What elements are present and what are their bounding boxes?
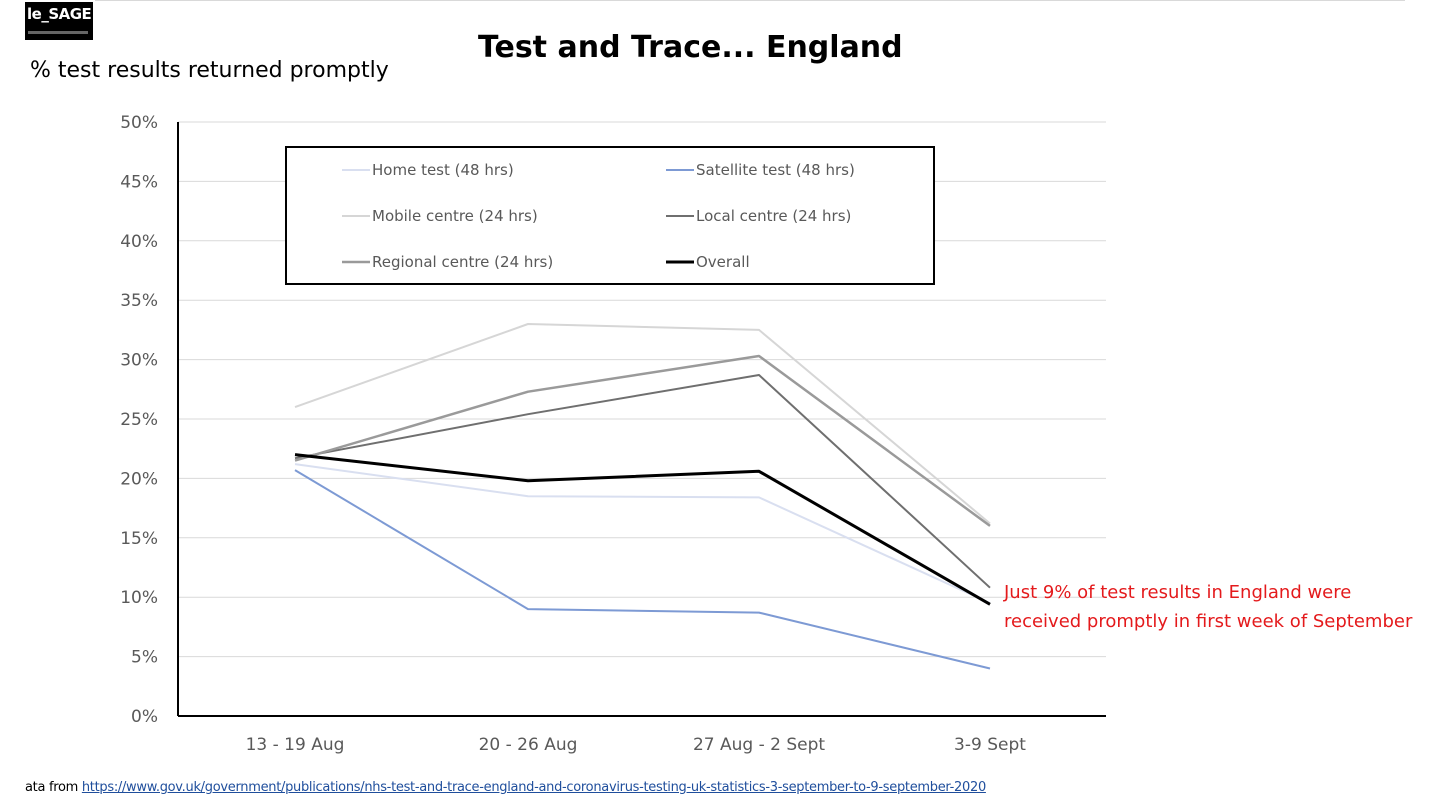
annotation: Just 9% of test results in England were … [1003,582,1413,632]
annotation-line-1: Just 9% of test results in England were [1003,582,1351,603]
y-tick-label: 40% [120,232,158,252]
y-axis-title: % test results returned promptly [30,58,389,83]
legend-label: Overall [696,253,750,271]
y-tick-label: 50% [120,113,158,133]
legend-label: Regional centre (24 hrs) [372,253,553,271]
y-tick-label: 0% [131,707,158,727]
y-tick-label: 30% [120,351,158,371]
logo: le_SAGE [25,2,93,40]
legend: Home test (48 hrs) Satellite test (48 hrs… [285,146,935,285]
x-tick-labels: 13 - 19 Aug 20 - 26 Aug 27 Aug - 2 Sept 3-9… [246,735,1027,755]
y-tick-label: 5% [131,648,158,668]
y-tick-label: 10% [120,588,158,608]
y-tick-label: 15% [120,529,158,549]
y-tick-labels: 0% 5% 10% 15% 20% 25% 30% 35% 40% 45% 50% [120,113,158,727]
x-tick-label: 3-9 Sept [954,735,1026,755]
top-rule [95,0,1405,1]
series-line [294,469,991,670]
y-tick-label: 25% [120,410,158,430]
logo-text: le_SAGE [27,5,92,23]
logo-tagline-strip [28,31,88,34]
source-prefix: ata from [25,780,79,795]
legend-box [285,146,935,285]
grid-lines [178,121,1106,658]
legend-label: Local centre (24 hrs) [696,207,851,225]
series-lines [294,323,991,670]
line-chart: 0% 5% 10% 15% 20% 25% 30% 35% 40% 45% 50% 13 - 19 … [120,113,1413,755]
series-line [294,463,991,605]
legend-label: Home test (48 hrs) [372,161,514,179]
x-tick-label: 13 - 19 Aug [246,735,345,755]
x-tick-label: 27 Aug - 2 Sept [693,735,825,755]
series-line [294,323,991,525]
x-tick-label: 20 - 26 Aug [479,735,578,755]
y-tick-label: 20% [120,469,158,489]
series-line [294,374,991,589]
source-link[interactable]: https://www.gov.uk/government/publicatio… [81,780,986,795]
chart-title: Test and Trace... England [478,30,903,65]
legend-label: Mobile centre (24 hrs) [372,207,538,225]
series-line [294,453,991,606]
source-note: ata from https://www.gov.uk/government/p… [25,780,986,795]
series-line [294,354,991,527]
annotation-line-2: received promptly in first week of Septe… [1004,611,1413,632]
y-tick-label: 35% [120,291,158,311]
y-tick-label: 45% [120,172,158,192]
legend-label: Satellite test (48 hrs) [696,161,855,179]
